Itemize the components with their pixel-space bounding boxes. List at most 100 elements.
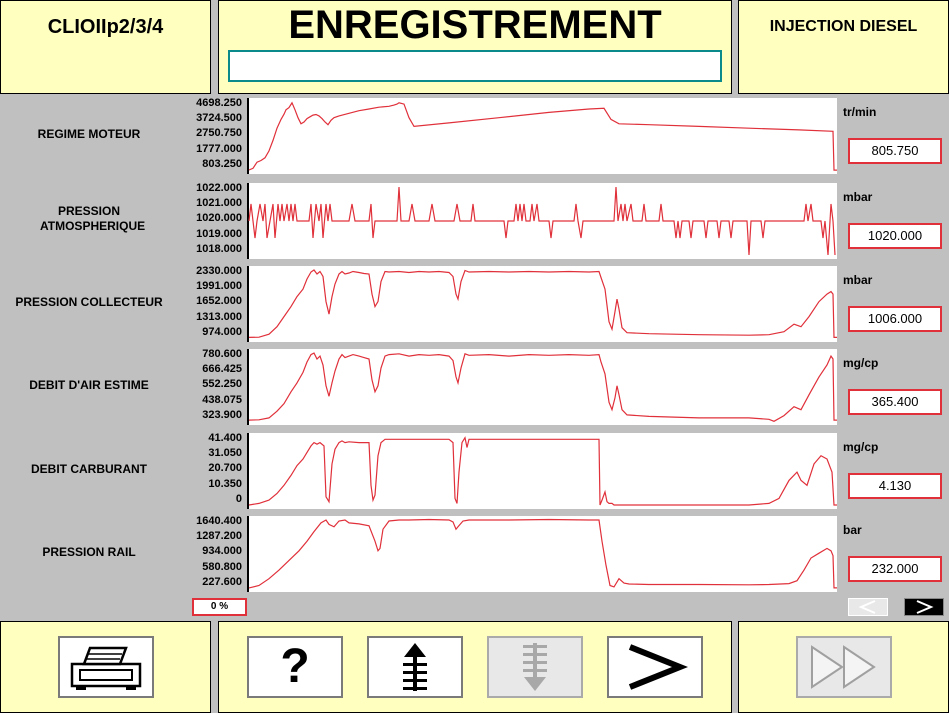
- y-tick-label: 4698.250: [196, 97, 242, 109]
- y-tick-label: 3724.500: [196, 112, 242, 125]
- y-tick-label: 438.075: [202, 393, 242, 406]
- y-tick-label: 934.000: [202, 545, 242, 558]
- chevron-right-icon: [916, 600, 934, 614]
- channel-label: PRESSION ATMOSPHERIQUE: [40, 204, 146, 233]
- y-tick-label: 1777.000: [196, 142, 242, 155]
- toolbar-panel-left: [0, 621, 211, 713]
- channel-unit: mbar: [843, 190, 873, 204]
- channel-unit: mg/cp: [843, 356, 879, 370]
- system-panel: INJECTION DIESEL: [738, 0, 949, 94]
- print-button[interactable]: [58, 636, 154, 698]
- model-label: CLIOIIp2/3/4: [47, 16, 164, 38]
- channel-value: 4.130: [848, 473, 942, 499]
- y-tick-label: 552.250: [202, 378, 242, 391]
- trace-line: [248, 352, 839, 422]
- y-axis-ticks: 1640.400 1287.200 934.000 580.800 227.600: [178, 515, 242, 592]
- y-tick-label: 323.900: [202, 408, 242, 421]
- y-tick-label: 227.600: [202, 575, 242, 588]
- channel-label: PRESSION COLLECTEUR: [15, 294, 163, 309]
- y-tick-label: 1021.000: [196, 197, 242, 210]
- y-axis-ticks: 2330.000 1991.000 1652.000 1313.000 974.000: [178, 265, 242, 342]
- y-tick-label: 974.000: [202, 325, 242, 338]
- chevron-right-icon: [628, 644, 688, 690]
- y-tick-label: 1019.000: [196, 227, 242, 240]
- chart-area: REGIME MOTEUR 4698.250 3724.500 2750.750 177…: [0, 94, 949, 621]
- y-tick-label: 1022.000: [196, 182, 242, 194]
- trace-line: [248, 518, 839, 589]
- y-tick-label: 0: [235, 492, 242, 505]
- channel-unit: mbar: [843, 273, 873, 287]
- y-tick-label: 1313.000: [196, 310, 242, 323]
- next-button[interactable]: [607, 636, 703, 698]
- trace-svg: [247, 266, 839, 342]
- system-label: INJECTION DIESEL: [769, 18, 918, 35]
- y-tick-label: 1287.200: [196, 530, 242, 543]
- y-tick-label: 2330.000: [196, 265, 242, 277]
- page-title: ENREGISTREMENT: [288, 3, 662, 47]
- y-tick-label: 1652.000: [196, 295, 242, 308]
- printer-icon: [70, 646, 142, 690]
- trace-svg: [247, 98, 839, 174]
- channel-value: 232.000: [848, 556, 942, 582]
- trace-plot: [247, 516, 839, 592]
- channel-value: 365.400: [848, 389, 942, 415]
- y-tick-label: 1018.000: [196, 242, 242, 255]
- channel-label: DEBIT D'AIR ESTIME: [29, 377, 149, 392]
- y-tick-label: 20.700: [208, 462, 242, 475]
- trace-line: [248, 101, 839, 171]
- y-tick-label: 2750.750: [196, 127, 242, 140]
- recording-name-input[interactable]: [228, 50, 722, 82]
- trace-svg: [247, 433, 839, 509]
- trace-line: [248, 436, 839, 506]
- trace-svg: [247, 183, 836, 259]
- toolbar-panel-right: [738, 621, 949, 713]
- scroll-prev-button[interactable]: [848, 598, 888, 616]
- help-button[interactable]: ?: [247, 636, 343, 698]
- scroll-down-button[interactable]: [487, 636, 583, 698]
- trace-plot: [247, 433, 839, 509]
- y-axis-ticks: 41.400 31.050 20.700 10.350 0: [178, 432, 242, 509]
- scroll-up-button[interactable]: [367, 636, 463, 698]
- y-tick-label: 803.250: [202, 157, 242, 170]
- channel-value: 1020.000: [848, 223, 942, 249]
- trace-plot: [247, 266, 839, 342]
- fast-forward-icon: [811, 645, 876, 689]
- trace-line: [248, 269, 839, 339]
- channel-unit: mg/cp: [843, 440, 879, 454]
- progress-indicator: 0 %: [192, 598, 247, 616]
- title-panel: ENREGISTREMENT: [218, 0, 732, 94]
- help-icon: ?: [280, 640, 310, 693]
- y-tick-label: 1640.400: [196, 515, 242, 527]
- channel-label: REGIME MOTEUR: [37, 126, 141, 141]
- bottom-toolbar: ?: [0, 621, 949, 713]
- model-panel: CLIOIIp2/3/4: [0, 0, 211, 94]
- trace-plot: [247, 183, 837, 259]
- fast-forward-button[interactable]: [796, 636, 892, 698]
- y-tick-label: 666.425: [202, 363, 242, 376]
- trace-plot: [247, 349, 839, 425]
- arrow-up-icon: [403, 643, 427, 691]
- channel-unit: tr/min: [843, 105, 877, 119]
- trace-svg: [247, 349, 839, 425]
- y-tick-label: 580.800: [202, 560, 242, 573]
- y-tick-label: 1991.000: [196, 280, 242, 293]
- channel-value: 1006.000: [848, 306, 942, 332]
- y-axis-ticks: 780.600 666.425 552.250 438.075 323.900: [178, 348, 242, 425]
- toolbar-panel-center: ?: [218, 621, 732, 713]
- channel-label: DEBIT CARBURANT: [31, 461, 147, 476]
- channel-label: PRESSION RAIL: [42, 544, 136, 559]
- y-tick-label: 1020.000: [196, 212, 242, 225]
- y-tick-label: 780.600: [202, 348, 242, 360]
- channel-value: 805.750: [848, 138, 942, 164]
- arrow-down-icon: [523, 643, 547, 691]
- channel-unit: bar: [843, 523, 862, 537]
- trace-line: [248, 186, 836, 256]
- y-tick-label: 31.050: [208, 447, 242, 460]
- y-tick-label: 41.400: [208, 432, 242, 444]
- y-axis-ticks: 4698.250 3724.500 2750.750 1777.000 803.250: [178, 97, 242, 174]
- y-axis-ticks: 1022.000 1021.000 1020.000 1019.000 1018.000: [178, 182, 242, 259]
- trace-plot: [247, 98, 839, 174]
- trace-svg: [247, 516, 839, 592]
- scroll-next-button[interactable]: [904, 598, 944, 616]
- y-tick-label: 10.350: [208, 477, 242, 490]
